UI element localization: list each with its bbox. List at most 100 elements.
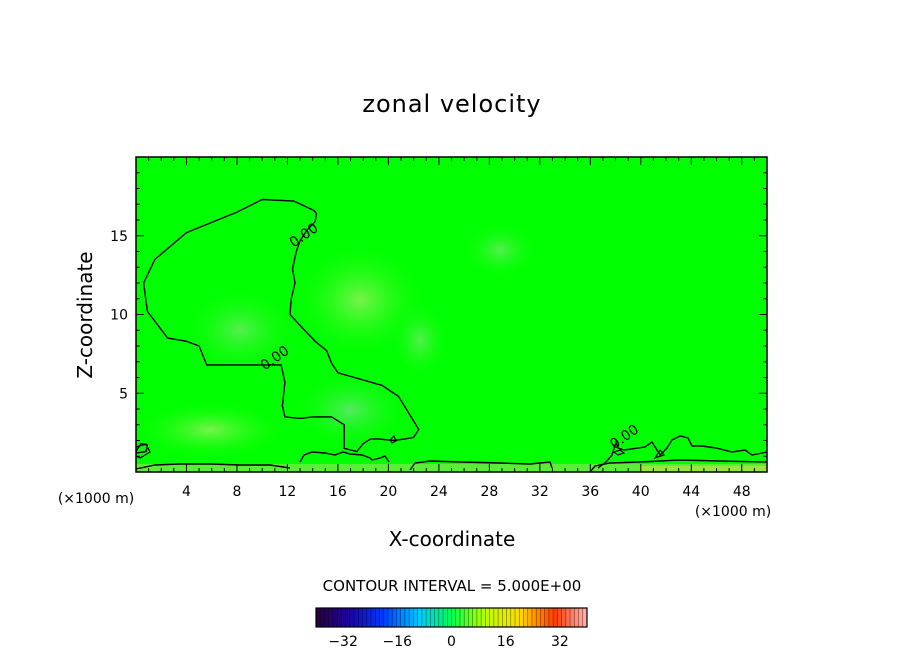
contour-line	[136, 443, 151, 459]
colorbar-cell	[426, 608, 431, 627]
field-patch	[136, 400, 290, 460]
colorbar-cell	[485, 608, 491, 627]
contour-line	[612, 449, 626, 456]
x-tick-label: 28	[480, 484, 498, 500]
colorbar-cell	[417, 608, 423, 627]
colorbar-cell	[468, 608, 474, 627]
colorbar-cell	[523, 608, 529, 627]
colorbar-cell	[430, 608, 435, 627]
colorbar-cell	[582, 608, 588, 627]
field-patch	[460, 220, 540, 280]
colorbar-cell	[548, 608, 554, 627]
contour-line	[597, 435, 767, 469]
contour-line	[653, 448, 666, 460]
colorbar-cell	[565, 608, 571, 627]
colorbar-cell	[396, 608, 402, 627]
contour-line	[142, 198, 420, 453]
colorbar-cell	[578, 608, 584, 627]
x-tick-label: 36	[581, 484, 599, 500]
colorbar-cell	[328, 608, 334, 627]
colorbar-cell	[553, 608, 558, 627]
colorbar-cell	[527, 608, 533, 627]
colorbar: −32 −16 0 16 32	[315, 607, 588, 650]
colorbar-cell	[561, 608, 567, 627]
colorbar-cell	[358, 608, 363, 627]
x-tick-label: 32	[531, 484, 549, 500]
colorbar-cell	[349, 608, 355, 627]
contour-line	[409, 460, 553, 471]
x-tick-label: 8	[232, 484, 241, 500]
colorbar-cell	[379, 608, 385, 627]
contour-line	[299, 451, 390, 463]
colorbar-cell	[320, 608, 325, 627]
colorbar-tick-label: −16	[383, 634, 413, 650]
colorbar-cell	[447, 608, 452, 627]
colorbar-cell	[421, 608, 427, 627]
colorbar-cell	[371, 608, 376, 627]
colorbar-cell	[409, 608, 414, 627]
x-tick-label: 4	[182, 484, 191, 500]
colorbar-cell	[459, 608, 465, 627]
colorbar-cell	[404, 608, 410, 627]
colorbar-tick-label: 32	[551, 634, 569, 650]
x-axis-title: X-coordinate	[389, 527, 516, 551]
colorbar-cell	[434, 608, 440, 627]
plot-area	[136, 157, 767, 472]
colorbar-cell	[540, 608, 546, 627]
colorbar-cell	[557, 608, 562, 627]
colorbar-cell	[438, 608, 444, 627]
x-tick-label: 48	[733, 484, 751, 500]
contour-line	[389, 434, 397, 444]
colorbar-cell	[493, 608, 499, 627]
colorbar-cell	[455, 608, 461, 627]
colorbar-cell	[332, 608, 338, 627]
x-unit-right: (×1000 m)	[695, 504, 771, 520]
contour-interval-label: CONTOUR INTERVAL = 5.000E+00	[323, 577, 582, 595]
y-tick-label: 15	[110, 229, 128, 245]
x-tick-label: 24	[430, 484, 448, 500]
colorbar-cell	[316, 608, 321, 627]
x-unit-left: (×1000 m)	[58, 491, 134, 507]
x-tick-label: 12	[279, 484, 297, 500]
colorbar-cell	[383, 608, 389, 627]
colorbar-cell	[476, 608, 482, 627]
colorbar-cell	[443, 608, 448, 627]
colorbar-frame	[315, 607, 588, 628]
colorbar-cell	[341, 608, 347, 627]
colorbar-cell	[481, 608, 486, 627]
colorbar-cell	[366, 608, 372, 627]
colorbar-cell	[413, 608, 419, 627]
colorbar-cell	[536, 608, 541, 627]
colorbar-cell	[510, 608, 516, 627]
colorbar-tick-label: 16	[497, 634, 515, 650]
colorbar-cell	[337, 608, 342, 627]
colorbar-cell	[451, 608, 457, 627]
x-tick-label: 40	[632, 484, 650, 500]
colorbar-cell	[519, 608, 524, 627]
colorbar-cell	[464, 608, 469, 627]
field-patch	[290, 370, 410, 450]
colorbar-cell	[387, 608, 393, 627]
colorbar-cell	[498, 608, 503, 627]
y-axis-title: Z-coordinate	[73, 251, 97, 378]
chart-title: zonal velocity	[362, 90, 541, 118]
colorbar-cell	[375, 608, 380, 627]
x-tick-label: 16	[329, 484, 347, 500]
colorbar-cell	[515, 608, 520, 627]
field-patch	[180, 285, 300, 375]
colorbar-cell	[345, 608, 351, 627]
contour-labels: 0.000.000.00	[258, 220, 642, 453]
y-tick-label: 5	[119, 386, 128, 402]
colorbar-cell	[574, 608, 579, 627]
colorbar-cell	[472, 608, 478, 627]
colorbar-cell	[502, 608, 507, 627]
colorbar-cell	[544, 608, 550, 627]
colorbar-cell	[324, 608, 330, 627]
colorbar-cell	[400, 608, 406, 627]
colorbar-cell	[570, 608, 575, 627]
contour-line	[589, 459, 767, 472]
colorbar-cell	[506, 608, 512, 627]
colorbar-cell	[354, 608, 359, 627]
